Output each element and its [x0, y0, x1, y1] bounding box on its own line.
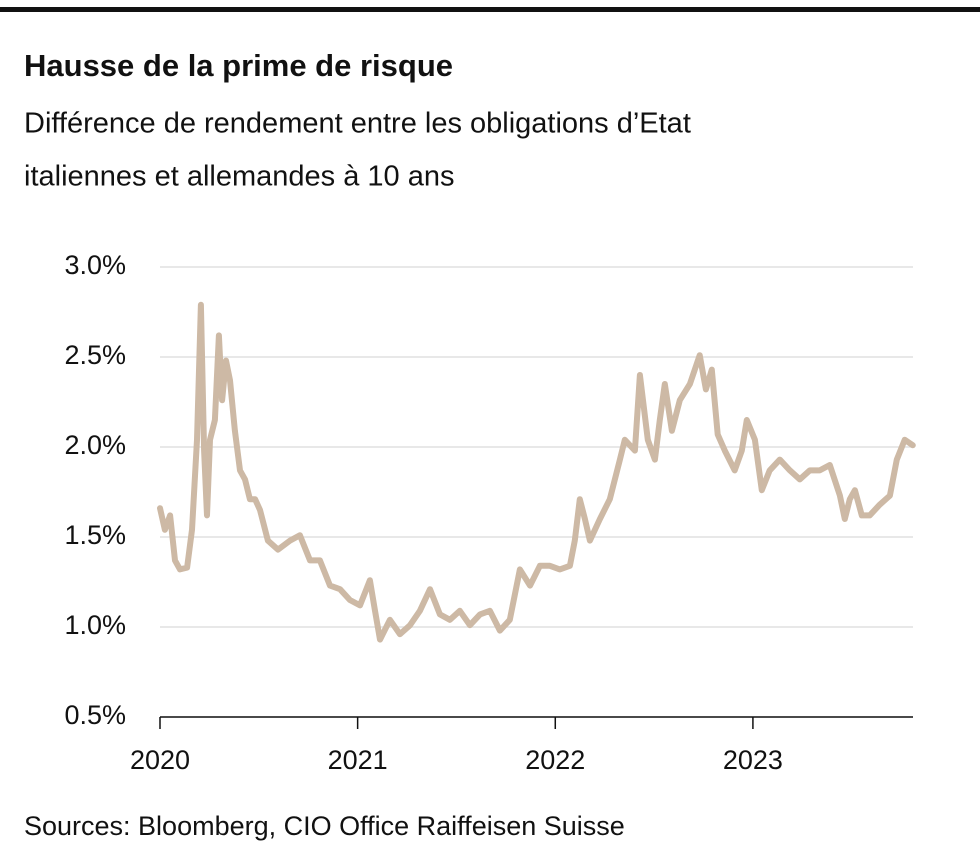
chart-subtitle: italiennes et allemandes à 10 ans	[24, 161, 454, 193]
x-tick-label: 2020	[130, 745, 190, 775]
y-tick-label: 2.5%	[64, 340, 126, 370]
chart-title: Hausse de la prime de risque	[24, 48, 453, 83]
y-tick-label: 1.0%	[64, 610, 126, 640]
y-tick-label: 0.5%	[64, 700, 126, 730]
y-tick-label: 3.0%	[64, 250, 126, 280]
x-tick-label: 2023	[723, 745, 783, 775]
y-tick-label: 1.5%	[64, 520, 126, 550]
chart-subtitle: Différence de rendement entre les obliga…	[24, 108, 691, 140]
x-tick-label: 2022	[525, 745, 585, 775]
y-tick-label: 2.0%	[64, 430, 126, 460]
top-rule	[0, 7, 980, 12]
data-line	[157, 301, 916, 643]
x-tick-label: 2021	[328, 745, 388, 775]
source: Sources: Bloomberg, CIO Office Raiffeise…	[24, 811, 625, 841]
